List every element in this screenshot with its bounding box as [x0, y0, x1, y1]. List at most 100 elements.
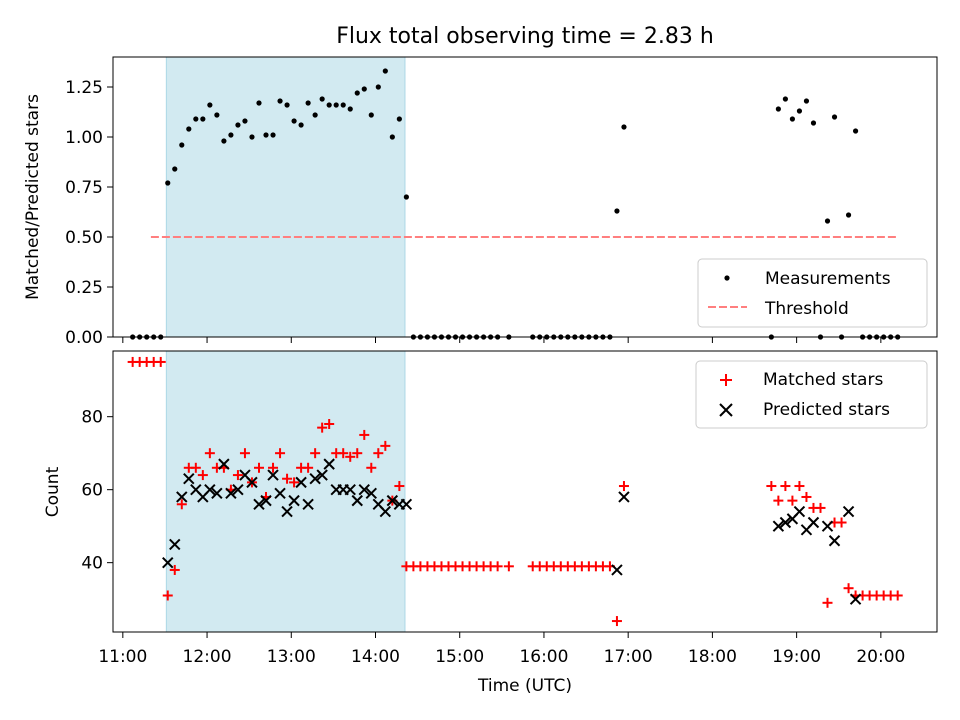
measurement-point	[284, 102, 290, 108]
observing-window-span	[165, 56, 406, 338]
measurement-point	[221, 138, 227, 144]
predicted-star-point	[828, 535, 841, 547]
measurement-point	[207, 102, 213, 108]
legend-measurements-marker	[724, 275, 730, 281]
matched-star-point	[503, 561, 514, 572]
measurement-point	[852, 128, 859, 134]
measurement-point	[340, 102, 346, 108]
x-tick-label: 11:00	[98, 647, 147, 667]
y-tick-label: 60	[81, 481, 103, 501]
measurement-point	[235, 122, 241, 128]
predicted-star-point	[849, 593, 862, 605]
matched-star-point	[843, 583, 854, 594]
matched-star-point	[155, 356, 166, 367]
measurement-point	[228, 132, 234, 138]
predicted-star-point	[204, 483, 216, 496]
measurement-point	[298, 122, 304, 128]
measurement-point	[831, 114, 838, 120]
predicted-star-point	[162, 556, 174, 569]
matched-star-point	[787, 495, 798, 506]
predicted-star-point	[379, 505, 392, 518]
matched-star-point	[204, 448, 215, 459]
y-tick-label: 0.50	[65, 228, 103, 248]
matched-star-point	[366, 462, 377, 473]
matched-star-point	[268, 462, 279, 473]
predicted-star-point	[309, 473, 321, 485]
matched-star-point	[611, 616, 622, 627]
measurement-point	[319, 96, 325, 102]
predicted-star-point	[611, 564, 623, 576]
legend-matched-label: Matched stars	[763, 370, 883, 390]
predicted-star-point	[358, 483, 370, 496]
predicted-star-point	[211, 487, 223, 500]
predicted-star-point	[344, 483, 356, 496]
predicted-star-point	[323, 458, 335, 470]
measurement-point	[291, 118, 297, 124]
legend-threshold-label: Threshold	[764, 299, 849, 319]
x-tick-label: 20:00	[856, 647, 905, 667]
predicted-star-point	[288, 494, 300, 507]
matched-star-point	[345, 451, 356, 462]
predicted-star-point	[793, 505, 806, 518]
measurement-point	[396, 116, 402, 122]
matched-star-point	[275, 448, 286, 459]
predicted-star-point	[772, 520, 785, 532]
predicted-star-point	[295, 476, 307, 489]
ratio-panel-frame	[112, 56, 938, 338]
predicted-star-point	[169, 538, 181, 551]
matched-star-point	[176, 499, 187, 510]
measurement-point	[789, 116, 796, 122]
y-tick-label: 1.00	[65, 128, 103, 148]
predicted-star-point	[807, 516, 820, 529]
measurement-point	[277, 98, 283, 104]
measurement-point	[621, 124, 627, 130]
measurement-point	[312, 112, 318, 118]
predicted-star-point	[351, 494, 363, 507]
matched-star-point	[289, 477, 300, 488]
matched-star-point	[815, 502, 826, 513]
predicted-star-point	[281, 505, 293, 518]
matched-star-point	[801, 491, 812, 502]
measurement-point	[368, 112, 374, 118]
matched-star-point	[773, 495, 784, 506]
matched-star-point	[162, 590, 173, 601]
predicted-star-point	[365, 487, 377, 500]
x-tick-label: 16:00	[519, 647, 568, 667]
matched-star-point	[338, 448, 349, 459]
matched-star-point	[822, 597, 833, 608]
matched-star-point	[324, 418, 335, 429]
measurement-point	[354, 90, 360, 96]
ratio-legend: Measurements Threshold	[697, 258, 928, 328]
measurement-point	[775, 106, 781, 112]
matched-star-point	[794, 481, 805, 492]
matched-star-point	[282, 473, 293, 484]
x-tick-label: 15:00	[435, 647, 484, 667]
legend-predicted-marker	[719, 403, 733, 417]
predicted-star-point	[618, 491, 630, 503]
x-axis-label: Time (UTC)	[477, 676, 572, 696]
measurement-point	[375, 84, 381, 90]
x-tick-label: 13:00	[267, 647, 316, 667]
measurement-point	[249, 134, 255, 140]
measurement-point	[361, 86, 367, 92]
predicted-star-point	[302, 498, 314, 510]
measurement-point	[270, 132, 276, 138]
measurement-point	[389, 134, 395, 140]
predicted-star-point	[225, 487, 237, 500]
measurement-point	[214, 112, 220, 118]
ratio-y-axis-label: Matched/Predicted stars	[23, 94, 43, 300]
measurement-point	[796, 108, 803, 114]
counts-legend: Matched stars Predicted stars	[695, 360, 928, 429]
counts-y-axis-label: Count	[43, 466, 63, 517]
measurement-point	[263, 132, 269, 138]
measurement-point	[165, 180, 171, 186]
matched-star-point	[169, 564, 180, 575]
predicted-star-point	[274, 487, 286, 500]
measurement-point	[186, 126, 192, 132]
predicted-star-point	[316, 469, 328, 481]
matched-star-point	[780, 481, 791, 492]
predicted-star-point	[176, 491, 188, 503]
ratio-panel: 0.00 0.25 0.50 0.75 1.00 1.25 Matched/Predict…	[23, 56, 938, 348]
counts-panel: 40 60 80 11:00 12:00 13:00 14:00 15:00 16:00 17:…	[43, 350, 938, 696]
matched-star-point	[380, 440, 391, 451]
